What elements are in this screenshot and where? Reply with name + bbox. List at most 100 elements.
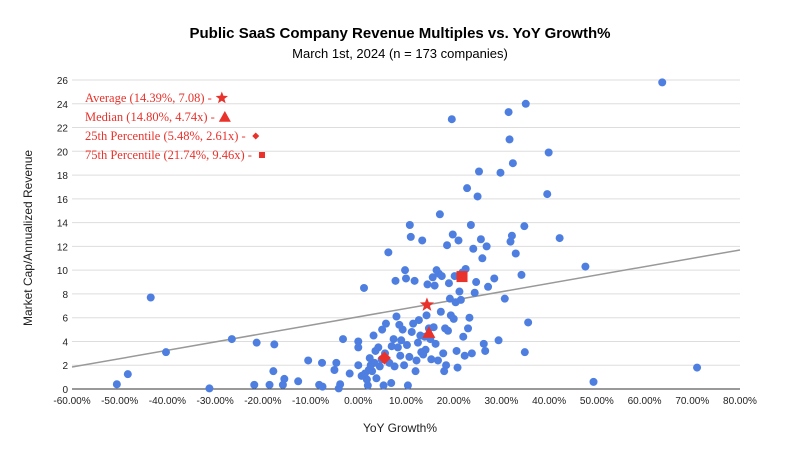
x-tick-label: 0.00%	[344, 396, 372, 407]
x-tick-label: 80.00%	[723, 396, 757, 407]
data-point	[393, 343, 402, 352]
x-tick-label: 30.00%	[484, 396, 518, 407]
data-point	[435, 210, 444, 219]
data-point	[423, 280, 432, 289]
data-point	[517, 270, 526, 279]
data-point	[658, 78, 667, 87]
data-point	[445, 294, 454, 303]
data-point	[389, 335, 398, 344]
data-point	[270, 340, 279, 349]
data-point	[304, 356, 313, 365]
trendline	[71, 249, 741, 368]
data-point	[500, 294, 509, 303]
data-point	[112, 380, 121, 389]
data-point	[390, 362, 399, 371]
data-point	[265, 380, 274, 389]
data-point	[481, 346, 490, 355]
data-point	[294, 377, 303, 386]
data-point	[520, 348, 529, 357]
data-point	[406, 232, 415, 241]
data-point	[444, 279, 453, 288]
data-point	[472, 278, 481, 287]
data-point	[524, 318, 533, 327]
triangle-marker	[422, 326, 436, 338]
data-point	[693, 363, 702, 372]
data-point	[384, 248, 393, 257]
data-point	[456, 295, 465, 304]
data-point	[318, 358, 327, 367]
x-axis-ticks: -60.00% -50.00% -40.00% -30.00% -20.00% -10.0…	[53, 396, 757, 407]
data-point	[354, 361, 363, 370]
data-point	[375, 362, 384, 371]
diamond-marker	[377, 351, 391, 365]
data-point	[482, 242, 491, 251]
x-tick-label: 40.00%	[532, 396, 566, 407]
data-point	[430, 281, 439, 290]
data-point	[409, 319, 418, 328]
star-marker	[419, 297, 435, 311]
data-point	[427, 355, 436, 364]
data-point	[332, 358, 341, 367]
data-point	[397, 336, 406, 345]
data-point	[511, 249, 520, 258]
data-point	[381, 319, 390, 328]
data-point	[520, 222, 529, 231]
data-point	[280, 374, 289, 383]
data-point	[330, 365, 339, 374]
data-point	[464, 324, 473, 333]
data-point	[496, 168, 505, 177]
data-point	[354, 337, 363, 346]
data-point	[467, 349, 476, 358]
data-point	[401, 266, 410, 275]
data-point	[227, 335, 236, 344]
data-point	[449, 314, 458, 323]
data-point	[505, 135, 514, 144]
data-point	[470, 288, 479, 297]
data-point	[412, 356, 421, 365]
data-point	[405, 352, 414, 361]
data-point	[443, 326, 452, 335]
legend-star-icon	[215, 91, 228, 104]
data-point	[403, 381, 412, 390]
data-point	[589, 377, 598, 386]
data-point	[437, 272, 446, 281]
data-point	[433, 356, 442, 365]
data-point	[422, 311, 431, 320]
data-point	[410, 276, 419, 285]
data-point	[455, 287, 464, 296]
y-tick-label: 24	[57, 100, 69, 111]
data-point	[379, 381, 388, 390]
data-point	[378, 325, 387, 334]
data-point	[362, 375, 371, 384]
data-point	[123, 370, 132, 379]
data-point	[431, 339, 440, 348]
data-point	[413, 338, 422, 347]
y-tick-label: 18	[57, 171, 69, 182]
data-point	[543, 190, 552, 199]
legend-square-icon	[258, 152, 265, 158]
y-tick-label: 10	[57, 266, 69, 277]
stat-markers	[377, 271, 468, 365]
data-point	[392, 312, 401, 321]
data-point	[447, 115, 456, 124]
data-point	[460, 351, 469, 360]
y-tick-label: 14	[57, 219, 69, 230]
y-tick-label: 2	[62, 361, 68, 372]
data-point	[374, 343, 383, 352]
y-tick-label: 26	[57, 76, 69, 87]
data-point	[368, 367, 377, 376]
legend: Average (14.39%, 7.08) - Median (14.80%, …	[85, 91, 265, 162]
data-point	[466, 220, 475, 229]
data-point	[360, 283, 369, 292]
data-point	[398, 325, 407, 334]
data-point	[452, 346, 461, 355]
data-point	[339, 335, 348, 344]
data-point	[484, 282, 493, 291]
data-point	[418, 236, 427, 245]
data-point	[161, 348, 170, 357]
data-points	[112, 78, 702, 393]
data-point	[454, 236, 463, 245]
y-tick-label: 4	[62, 337, 68, 348]
